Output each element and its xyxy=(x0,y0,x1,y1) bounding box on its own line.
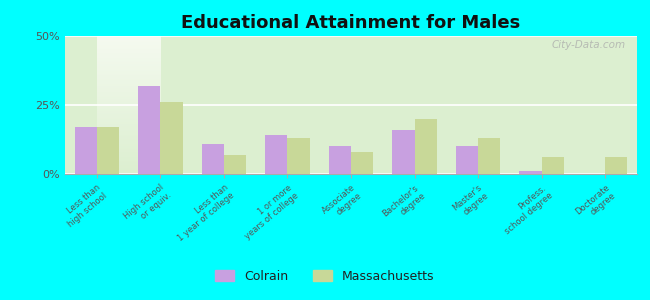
Bar xyxy=(351,152,373,174)
Bar xyxy=(541,158,564,174)
Bar xyxy=(202,144,224,174)
Bar xyxy=(519,171,541,174)
Bar xyxy=(97,127,119,174)
Bar xyxy=(393,130,415,174)
Title: Educational Attainment for Males: Educational Attainment for Males xyxy=(181,14,521,32)
Bar xyxy=(287,138,309,174)
Bar xyxy=(456,146,478,174)
Bar xyxy=(161,102,183,174)
Text: City-Data.com: City-Data.com xyxy=(551,40,625,50)
Bar xyxy=(138,86,161,174)
Bar xyxy=(75,127,97,174)
Bar xyxy=(605,158,627,174)
Bar xyxy=(265,135,287,174)
Bar xyxy=(478,138,500,174)
Bar xyxy=(224,155,246,174)
Legend: Colrain, Massachusetts: Colrain, Massachusetts xyxy=(211,265,439,288)
Bar xyxy=(329,146,351,174)
Bar xyxy=(415,119,437,174)
